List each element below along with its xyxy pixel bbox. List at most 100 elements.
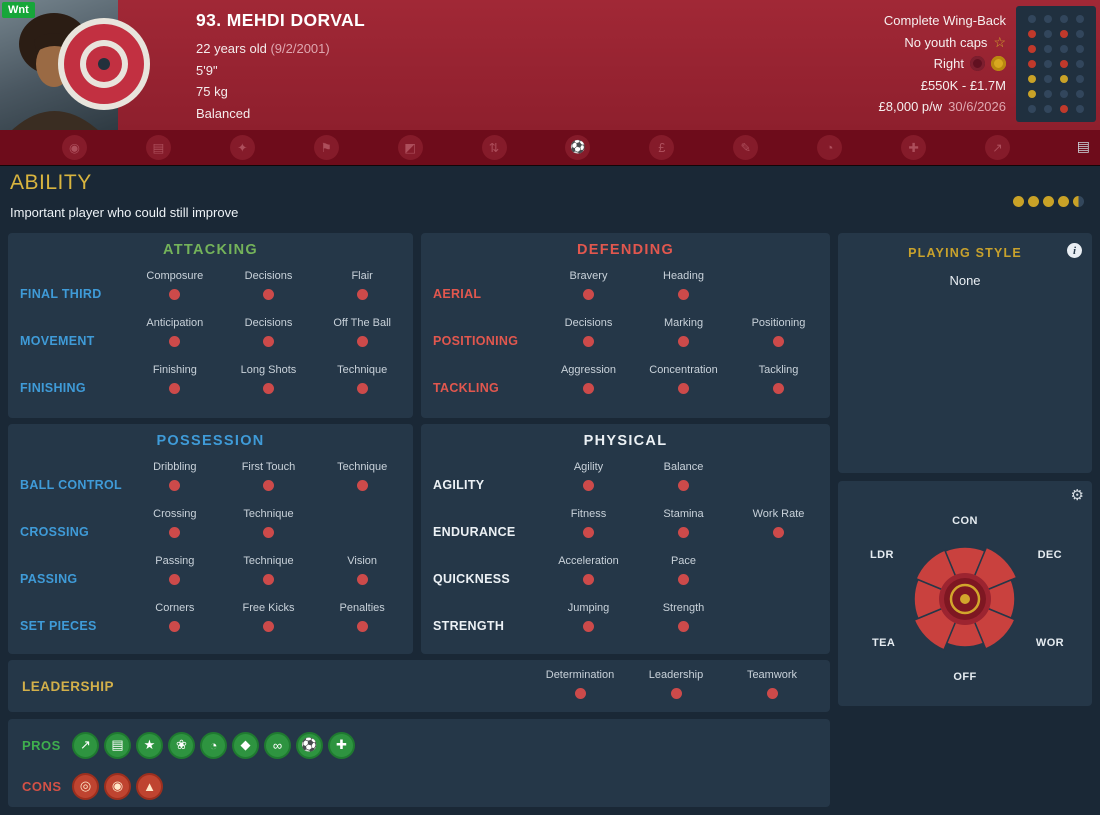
attribute-dot [356, 289, 368, 300]
attribute-overview-grid[interactable] [1016, 6, 1096, 122]
best-role: Complete Wing-Back [879, 10, 1006, 32]
attribute-group-label: SET PIECES [20, 618, 97, 633]
attribute[interactable]: Passing [128, 549, 222, 596]
nav-matches-icon[interactable]: ⚽ [565, 135, 591, 160]
mini-grid-dot [1076, 45, 1084, 53]
attribute[interactable]: Long Shots [222, 358, 316, 405]
attribute[interactable]: Strength [636, 596, 731, 643]
nav-positions-icon[interactable]: ⚑ [313, 135, 339, 160]
attribute[interactable]: Technique [222, 502, 316, 549]
nav-contract-icon[interactable]: ✎ [733, 135, 759, 160]
attribute[interactable]: Decisions [222, 264, 316, 311]
attribute-row: STRENGTH Jumping Strength [421, 596, 830, 643]
attribute[interactable]: Acceleration [541, 549, 636, 596]
attribute[interactable]: Positioning [731, 311, 826, 358]
mini-grid-dot [1060, 15, 1068, 23]
role-radar-chart[interactable] [903, 537, 1027, 661]
attribute[interactable]: Decisions [541, 311, 636, 358]
mini-grid-dot [1044, 75, 1052, 83]
link-pro-icon[interactable]: ∞ [264, 731, 291, 759]
nav-transfer-icon[interactable]: £ [649, 135, 675, 160]
attribute-name: Stamina [663, 508, 704, 520]
nav-history-icon[interactable]: ◔ [817, 135, 843, 160]
attribute[interactable]: Penalties [315, 596, 409, 643]
attribute[interactable]: Finishing [128, 358, 222, 405]
nav-training-icon[interactable]: ⇅ [481, 135, 507, 160]
mini-grid-dot [1044, 45, 1052, 53]
attribute[interactable]: Bravery [541, 264, 636, 311]
attribute[interactable]: Leadership [628, 660, 724, 712]
nav-medical-icon[interactable]: ✚ [901, 135, 927, 160]
attribute[interactable]: Tackling [731, 358, 826, 405]
ability-rating-dot [1073, 196, 1084, 207]
attribute[interactable]: Crossing [128, 502, 222, 549]
attribute[interactable]: Corners [128, 596, 222, 643]
scouting-con-icon[interactable]: ◉ [104, 772, 131, 800]
attribute[interactable]: Dribbling [128, 455, 222, 502]
attribute-group-label: CROSSING [20, 524, 90, 539]
flask-pro-icon[interactable]: ✚ [328, 731, 355, 759]
attribute-group-label: POSITIONING [433, 333, 519, 348]
attribute-name: Composure [146, 270, 204, 282]
attribute[interactable]: Balance [636, 455, 731, 502]
attribute[interactable]: Vision [315, 549, 409, 596]
nav-overview-icon[interactable]: ◉ [62, 135, 87, 160]
attribute[interactable]: Flair [315, 264, 409, 311]
attribute[interactable]: Heading [636, 264, 731, 311]
attribute[interactable]: Marking [636, 311, 731, 358]
attribute[interactable]: Composure [128, 264, 222, 311]
attribute[interactable]: Aggression [541, 358, 636, 405]
wage-text: £8,000 p/w [878, 99, 943, 114]
attribute-name: Heading [663, 270, 704, 282]
attribute-name: Long Shots [240, 364, 297, 376]
football-pro-icon[interactable]: ⚽ [296, 731, 323, 759]
attribute[interactable]: Off The Ball [315, 311, 409, 358]
gear-icon[interactable]: ⚙ [1070, 487, 1084, 504]
clock-pro-icon[interactable]: ◔ [200, 731, 227, 759]
nav-coaching-icon[interactable]: ◩ [397, 135, 423, 160]
attribute[interactable]: Work Rate [731, 502, 826, 549]
attribute[interactable]: Jumping [541, 596, 636, 643]
nav-attributes-icon[interactable]: ✦ [229, 135, 255, 160]
ability-rating-dot [1043, 196, 1054, 207]
attribute[interactable]: Fitness [541, 502, 636, 549]
flair-leaf-icon[interactable]: ❀ [168, 731, 195, 759]
attribute[interactable]: Agility [541, 455, 636, 502]
shield-pro-icon[interactable]: ◆ [232, 731, 259, 759]
physical-panel: PHYSICAL AGILITY Agility Balance ENDURANCE Fi… [421, 424, 830, 654]
attribute[interactable]: Anticipation [128, 311, 222, 358]
attribute[interactable]: Stamina [636, 502, 731, 549]
trend-up-icon[interactable]: ↗ [72, 731, 99, 759]
attribute[interactable]: Free Kicks [222, 596, 316, 643]
info-icon[interactable]: i [1067, 243, 1082, 258]
consistency-con-icon[interactable]: ◎ [72, 772, 99, 800]
attribute-name: Aggression [560, 364, 617, 376]
playing-style-panel: PLAYING STYLE i None [838, 233, 1092, 473]
attribute-name: Flair [351, 270, 373, 282]
attribute-name: Balance [663, 461, 704, 473]
star-pro-icon[interactable]: ★ [136, 731, 163, 759]
attribute[interactable]: Technique [315, 455, 409, 502]
attribute[interactable]: Decisions [222, 311, 316, 358]
notes-pro-icon[interactable]: ▤ [104, 731, 131, 759]
attribute[interactable]: Concentration [636, 358, 731, 405]
nav-development-icon[interactable]: ↗ [984, 135, 1010, 160]
attribute[interactable]: Determination [532, 660, 628, 712]
mini-grid-dot [1028, 90, 1036, 98]
attribute[interactable]: Teamwork [724, 660, 820, 712]
alert-con-icon[interactable]: ▲ [136, 772, 163, 800]
attribute[interactable]: Pace [636, 549, 731, 596]
notes-icon[interactable]: ▤ [1076, 138, 1090, 154]
attribute[interactable]: Technique [315, 358, 409, 405]
player-header: Wnt 93. MEHDI DORVAL 22 years old (9/2/2… [0, 0, 1100, 130]
attribute-name: Strength [662, 602, 705, 614]
attribute-empty-cell [315, 502, 409, 549]
nav-profile-icon[interactable]: ▤ [145, 135, 171, 160]
attribute[interactable]: First Touch [222, 455, 316, 502]
attribute-dot [262, 621, 274, 632]
mini-grid-dot [1044, 105, 1052, 113]
attribute-row: FINISHING Finishing Long Shots Technique [8, 358, 413, 405]
attribute-name: Finishing [152, 364, 197, 376]
role-radar-panel: ⚙ CON LDR DEC TEA WOR OFF [838, 481, 1092, 706]
attribute[interactable]: Technique [222, 549, 316, 596]
